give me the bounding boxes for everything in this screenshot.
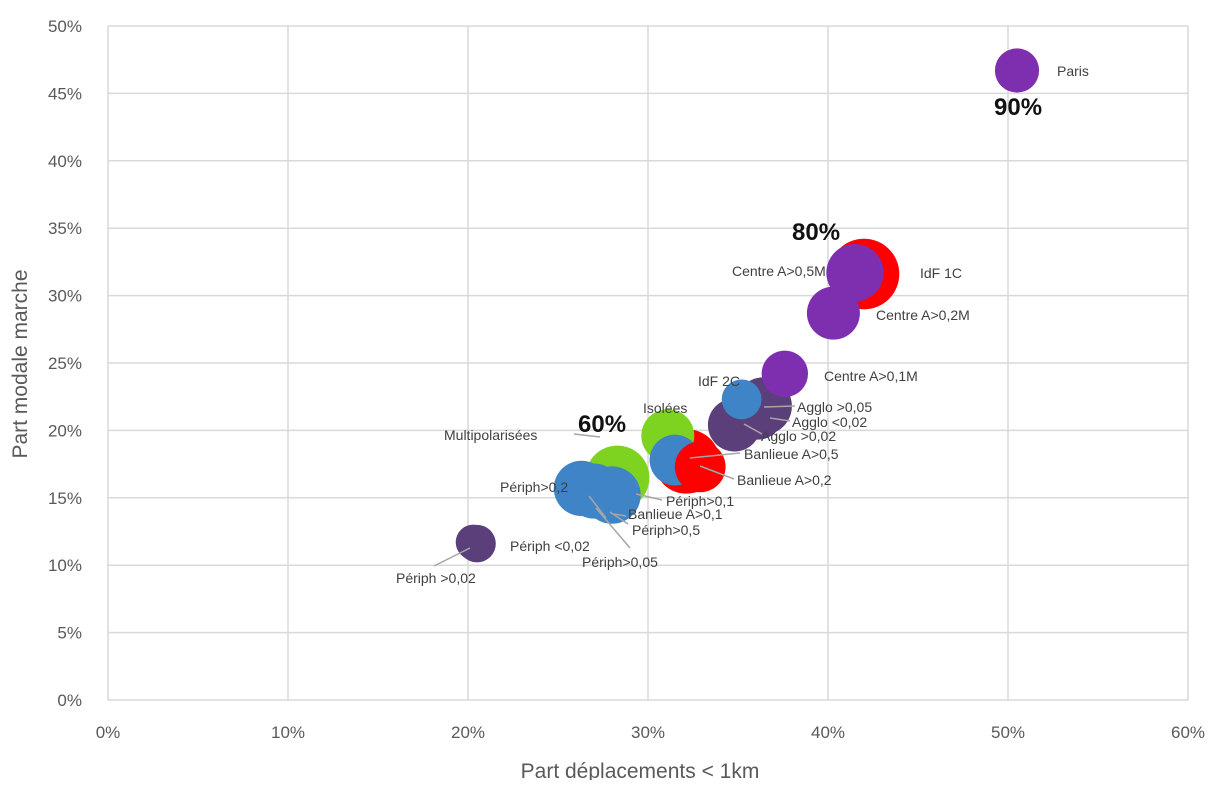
x-tick-label: 50% bbox=[991, 723, 1025, 742]
percentage-annotation: 90% bbox=[994, 94, 1042, 121]
point-label: Périph >0,02 bbox=[396, 570, 476, 586]
y-tick-label: 10% bbox=[48, 556, 82, 575]
bubble-point bbox=[761, 350, 808, 397]
point-label: Centre A>0,1M bbox=[824, 368, 918, 384]
y-tick-label: 15% bbox=[48, 489, 82, 508]
point-label: Multipolarisées bbox=[444, 427, 537, 443]
leader-line bbox=[689, 452, 741, 459]
x-tick-label: 20% bbox=[451, 723, 485, 742]
x-tick-label: 60% bbox=[1171, 723, 1205, 742]
grid-lines bbox=[107, 25, 1189, 701]
x-tick-label: 40% bbox=[811, 723, 845, 742]
point-label: Périph>0,2 bbox=[500, 479, 568, 495]
x-tick-label: 10% bbox=[271, 723, 305, 742]
axis-ticks: 0% 10% 20% 30% 40% 50% 60% 0% 5% 10% 15% 20% 25% 30% 3… bbox=[48, 17, 1205, 742]
leader-line bbox=[699, 465, 735, 480]
y-axis-label: Part modale marche bbox=[9, 269, 32, 458]
point-label: Agglo >0,02 bbox=[761, 428, 836, 444]
point-label: Centre A>0,2M bbox=[876, 307, 970, 323]
bubble-point bbox=[826, 243, 884, 302]
leader-line bbox=[763, 405, 796, 408]
point-label: Agglo >0,05 bbox=[797, 399, 872, 415]
y-tick-label: 40% bbox=[48, 152, 82, 171]
point-label: Agglo <0,02 bbox=[792, 414, 867, 430]
point-label: Centre A>0,5M bbox=[732, 263, 826, 279]
x-tick-label: 30% bbox=[631, 723, 665, 742]
leader-line bbox=[433, 547, 471, 567]
point-label: IdF 1C bbox=[920, 265, 962, 281]
leader-line bbox=[588, 495, 607, 519]
leader-line bbox=[609, 511, 629, 525]
point-label: IdF 2C bbox=[698, 373, 740, 389]
bubbles bbox=[455, 48, 1040, 563]
y-tick-label: 0% bbox=[57, 691, 82, 710]
bubble-point bbox=[566, 463, 622, 519]
y-tick-label: 30% bbox=[48, 287, 82, 306]
bubble-point bbox=[994, 48, 1040, 93]
y-tick-label: 20% bbox=[48, 421, 82, 440]
point-label: Banlieue A>0,5 bbox=[744, 446, 839, 462]
point-label: Banlieue A>0,1 bbox=[628, 506, 723, 522]
leader-line bbox=[635, 493, 663, 501]
leader-line bbox=[573, 433, 601, 438]
leader-line bbox=[595, 507, 631, 549]
bubble-point bbox=[721, 379, 762, 420]
percentage-annotation: 80% bbox=[792, 219, 840, 246]
leader-line bbox=[613, 513, 627, 517]
leader-line bbox=[743, 423, 763, 435]
point-labels: Périph >0,02 Périph <0,02 Périph>0,2 Périph… bbox=[396, 63, 1089, 586]
point-label: Paris bbox=[1057, 63, 1089, 79]
y-tick-label: 5% bbox=[57, 624, 82, 643]
point-label: Banlieue A>0,2 bbox=[737, 472, 832, 488]
x-tick-label: 0% bbox=[96, 723, 121, 742]
bubble-point bbox=[455, 524, 492, 560]
leader-line bbox=[769, 417, 791, 422]
point-label: Périph <0,02 bbox=[510, 538, 590, 554]
bubble-point bbox=[806, 286, 860, 340]
y-tick-label: 25% bbox=[48, 354, 82, 373]
y-tick-label: 45% bbox=[48, 84, 82, 103]
point-label: Périph>0,05 bbox=[582, 554, 658, 570]
x-axis-label: Part déplacements < 1km bbox=[521, 760, 760, 780]
y-tick-label: 35% bbox=[48, 219, 82, 238]
annotations: 60% 80% 90% bbox=[578, 94, 1042, 438]
percentage-annotation: 60% bbox=[578, 411, 626, 438]
y-tick-label: 50% bbox=[48, 17, 82, 36]
point-label: Périph>0,5 bbox=[632, 522, 700, 538]
point-label: Isolées bbox=[643, 400, 687, 416]
point-label: Périph>0,1 bbox=[666, 493, 734, 509]
leader-lines bbox=[433, 405, 796, 567]
